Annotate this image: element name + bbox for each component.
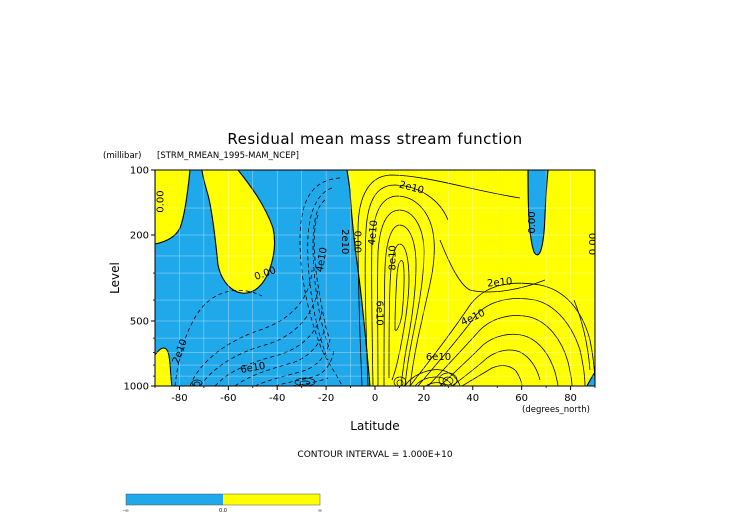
x-tick-label: 60 — [515, 393, 528, 404]
x-axis-label: Latitude — [350, 419, 399, 433]
contour-label: 0.00 — [351, 231, 362, 253]
contour-label: 0.00 — [155, 190, 166, 212]
colorbar-label-min: -∞ — [123, 508, 129, 514]
contour-label: 2e10 — [339, 229, 350, 254]
colorbar: -∞ 0.0 ∞ — [123, 493, 322, 514]
colorbar-negative — [126, 494, 223, 505]
negative-contours — [174, 177, 343, 386]
y-tick-label: 500 — [130, 316, 149, 327]
positive-region-top-left — [155, 170, 191, 245]
surface-contours — [191, 372, 458, 386]
x-tick-label: -40 — [269, 393, 285, 404]
colorbar-label-mid: 0.0 — [219, 508, 227, 514]
y-axis: 100 200 500 1000 — [124, 166, 155, 393]
x-tick-label: -80 — [171, 393, 187, 404]
colorbar-positive — [223, 494, 320, 505]
contour-label: 6e10 — [240, 361, 267, 376]
contour-label: 2e10 — [487, 276, 513, 289]
contour-label: 0.00 — [588, 233, 599, 255]
x-tick-label: 0 — [372, 393, 378, 404]
x-tick-label: 40 — [466, 393, 479, 404]
y-tick-label: 1000 — [124, 382, 149, 393]
x-tick-label: 80 — [564, 393, 577, 404]
y-tick-label: 200 — [130, 231, 149, 242]
chart-title: Residual mean mass stream function — [227, 130, 522, 148]
contour-label: 6e10 — [373, 301, 384, 326]
contour-label: 0.00 — [527, 211, 538, 233]
x-units: (degrees_north) — [522, 405, 590, 415]
contour-label: 4e10 — [367, 220, 380, 246]
y-units: (millibar) — [103, 151, 141, 161]
colorbar-label-max: ∞ — [318, 508, 322, 514]
x-tick-label: -20 — [318, 393, 334, 404]
grid — [155, 170, 595, 386]
positive-region-upper-left — [201, 170, 276, 294]
contour-label: 6e10 — [426, 352, 451, 363]
positive-region-bottom-left — [155, 347, 173, 386]
contour-label: 8e10 — [388, 245, 399, 270]
contour-label: 4e10 — [315, 246, 330, 273]
x-tick-label: -60 — [220, 393, 236, 404]
plot-area: 0.000.000.000.000.002e104e102e106e102e10… — [155, 170, 599, 386]
contour-interval: CONTOUR INTERVAL = 1.000E+10 — [297, 450, 452, 460]
x-axis: -80 -60 -40 -20 0 20 40 60 80 — [154, 386, 596, 404]
chart-subtitle: [STRM_RMEAN_1995-MAM_NCEP] — [157, 151, 299, 161]
colorbar-frame — [125, 493, 321, 506]
y-tick-label: 100 — [130, 166, 149, 177]
x-tick-label: 20 — [418, 393, 431, 404]
y-axis-label: Level — [108, 262, 122, 294]
